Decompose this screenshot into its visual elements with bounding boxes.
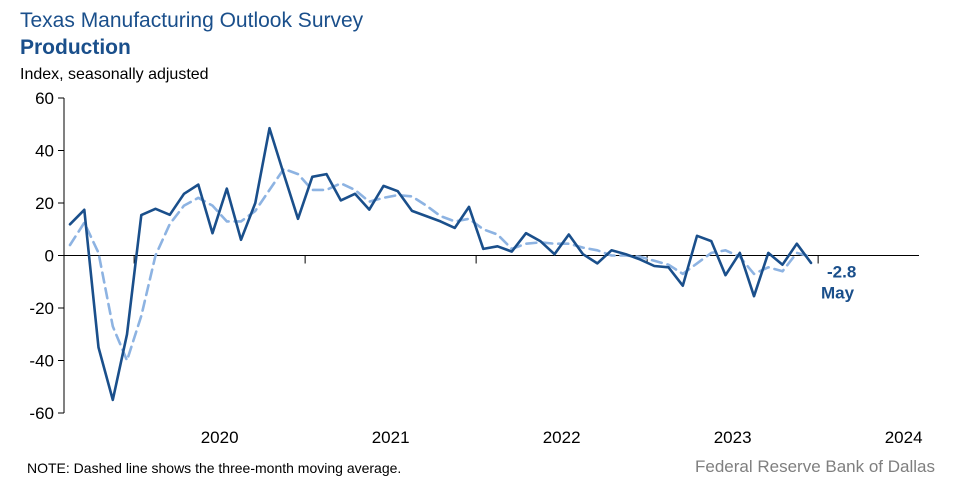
y-tick-label: 40 xyxy=(35,142,54,161)
footnote: NOTE: Dashed line shows the three-month … xyxy=(27,460,402,476)
chart-subtitle: Production xyxy=(20,36,131,59)
y-tick-label: 0 xyxy=(45,247,54,266)
y-tick-label: 60 xyxy=(35,89,54,108)
x-tick-label: 2023 xyxy=(714,428,752,447)
production-index-line xyxy=(68,126,813,402)
x-tick-label: 2020 xyxy=(201,428,239,447)
source-credit: Federal Reserve Bank of Dallas xyxy=(694,457,935,476)
latest-value-label: -2.8 xyxy=(827,263,856,282)
x-tick-label: 2024 xyxy=(885,428,923,447)
y-tick-label: -20 xyxy=(29,299,54,318)
y-axis-label: Index, seasonally adjusted xyxy=(20,66,209,83)
y-tick-label: 20 xyxy=(35,194,54,213)
chart-title: Texas Manufacturing Outlook Survey xyxy=(20,9,364,32)
x-tick-label: 2021 xyxy=(372,428,410,447)
y-tick-label: -40 xyxy=(29,352,54,371)
latest-month-label: May xyxy=(821,284,855,303)
x-tick-label: 2022 xyxy=(543,428,581,447)
y-tick-label: -60 xyxy=(29,404,54,423)
